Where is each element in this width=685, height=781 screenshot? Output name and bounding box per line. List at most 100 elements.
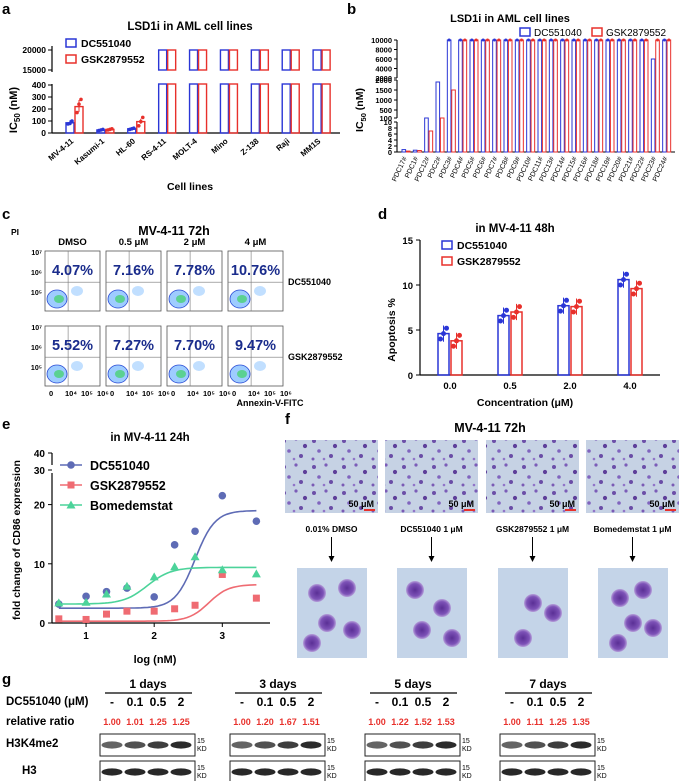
cell-population-core <box>115 295 125 303</box>
bar-PDC18# <box>594 39 599 153</box>
bar-bottom-MOLT-4 <box>188 83 199 134</box>
y-tick-label: 10⁵ <box>31 365 42 372</box>
bar-top-Z-138 <box>250 49 261 71</box>
blot-band <box>412 741 434 749</box>
kd-unit: KD <box>462 746 472 753</box>
panel-c-axis-y: PI <box>11 227 19 237</box>
legend-marker <box>67 461 75 469</box>
bar-PDC3# <box>451 89 456 153</box>
data-point-DC551040 <box>252 517 261 525</box>
blot-band <box>101 768 123 776</box>
x-tick-label: 1 <box>83 631 89 642</box>
bar-PDC11# <box>541 39 547 153</box>
data-point <box>549 38 553 42</box>
row-label: GSK2879552 <box>288 352 343 362</box>
timepoint-title: 3 days <box>259 677 297 691</box>
blot-band <box>524 768 546 776</box>
data-point <box>588 38 592 42</box>
relative-ratio: 1.00 <box>103 717 121 727</box>
relative-ratio: 1.25 <box>549 717 567 727</box>
data-point <box>457 332 462 338</box>
blot-band <box>501 768 523 776</box>
x-tick-label: 2 <box>151 631 157 642</box>
data-point-Bomedemstat <box>149 572 159 581</box>
dose-label: 0.1 <box>527 695 544 709</box>
y-tick-label: 20000 <box>22 45 46 55</box>
kd-value: 15 <box>197 738 205 745</box>
stained-cell <box>303 634 321 652</box>
data-point <box>447 38 451 42</box>
scale-label: 50 μM <box>348 499 374 509</box>
dose-label: 2 <box>578 695 585 709</box>
bar-PDC7# <box>492 39 497 153</box>
bar-PDC6# <box>480 39 486 153</box>
bar-bottom-Z-138 <box>250 83 261 134</box>
relative-ratio: 1.22 <box>391 717 409 727</box>
relative-ratio: 1.20 <box>256 717 274 727</box>
data-point-GSK2879552 <box>103 610 110 618</box>
blot-band <box>389 741 411 749</box>
x-tick-label: Mino <box>210 137 230 156</box>
data-point <box>599 38 603 42</box>
y-tick-label: 10⁷ <box>31 325 42 332</box>
timepoint-title: 5 days <box>394 677 432 691</box>
y-tick-label: 20 <box>34 501 46 512</box>
panel-a: a LSD1i in AML cell lines IC50 (nM) 2000… <box>2 1 340 193</box>
scale-label: 50 μM <box>549 499 575 509</box>
panel-g: g DC551040 (μM) relative ratio H3K4me2 H… <box>2 671 607 781</box>
data-point <box>451 343 456 349</box>
bar-top-MOLT-4 <box>188 49 199 71</box>
data-point <box>572 38 576 42</box>
blot-frame <box>499 760 596 781</box>
y-tick-label: 40 <box>34 449 46 460</box>
cell-population-apoptotic <box>254 286 266 296</box>
svg-text:IC50 (nM): IC50 (nM) <box>354 88 368 132</box>
scale-label: 50 μM <box>448 499 474 509</box>
bar-PDC3# <box>446 39 452 153</box>
kd-value: 15 <box>462 738 470 745</box>
kd-value: 15 <box>197 765 205 772</box>
panel-b: b LSD1i in AML cell lines DC551040 GSK28… <box>347 1 675 183</box>
bar-PDC8# <box>503 39 509 153</box>
y-tick-label: 10000 <box>371 36 392 45</box>
scale-label: 50 μM <box>649 499 675 509</box>
bar-PDC13# <box>553 39 558 153</box>
y-tick-label: 8000 <box>375 46 392 55</box>
relative-ratio: 1.00 <box>368 717 386 727</box>
cell-population-apoptotic <box>71 286 83 296</box>
dose-label: 0.5 <box>280 695 297 709</box>
dose-label: 0.1 <box>127 695 144 709</box>
x-tick-label: Raji <box>274 137 291 153</box>
bar-PDC17# <box>401 149 407 153</box>
bar-bottom-MOLT-4 <box>197 83 208 134</box>
data-point-Bomedemstat <box>54 598 64 607</box>
bar-PDC23# <box>655 39 660 153</box>
bar-bottom-Raji <box>290 83 300 134</box>
svg-text:fold change of CD86 expression: fold change of CD86 expression <box>11 460 23 620</box>
bar-PDC2# <box>439 117 445 153</box>
legend-label-d-gsk: GSK2879552 <box>457 256 521 268</box>
x-tick-label: 10⁶ <box>280 389 292 398</box>
cell-population-apoptotic <box>132 361 144 371</box>
blot-band <box>101 741 123 749</box>
bar-PDC19# <box>605 39 611 153</box>
bar-PDC10# <box>530 39 536 153</box>
panel-f: f MV-4-11 72h 50 μM 0.01% DMSO 50 μM DC5510… <box>285 411 679 658</box>
relative-ratio: 1.25 <box>172 717 190 727</box>
kd-value: 15 <box>597 765 605 772</box>
micrograph-overview <box>486 440 579 513</box>
x-tick-label: MV-4-11 <box>47 136 76 162</box>
x-tick-label: 10⁶ <box>158 389 170 398</box>
x-tick-label: 10⁴ <box>248 389 260 398</box>
bar-PDC9# <box>514 39 520 153</box>
bar-top-Mino <box>219 49 230 71</box>
data-point <box>542 38 546 42</box>
x-tick-label: 0 <box>232 389 236 398</box>
timepoint-title: 7 days <box>529 677 567 691</box>
arrow-head <box>629 556 636 562</box>
column-label: 4 μM <box>245 237 267 248</box>
y-tick-label: 2 <box>388 142 392 151</box>
y-tick-label: 4000 <box>375 65 392 74</box>
dose-label: 0.5 <box>550 695 567 709</box>
y-tick-label: 100 <box>379 114 392 123</box>
